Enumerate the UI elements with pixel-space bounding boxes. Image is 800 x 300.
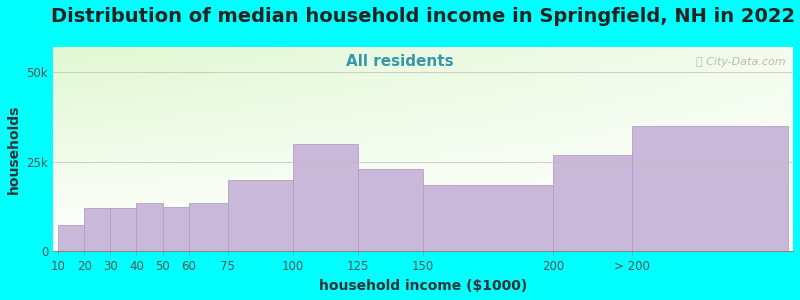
Bar [631, 126, 788, 251]
Y-axis label: households: households [7, 104, 21, 194]
Text: All residents: All residents [346, 54, 454, 69]
Bar [423, 185, 554, 251]
Bar [228, 180, 293, 251]
Bar [137, 203, 162, 251]
Bar [84, 208, 110, 251]
Bar [58, 225, 84, 251]
Title: Distribution of median household income in Springfield, NH in 2022: Distribution of median household income … [51, 7, 795, 26]
X-axis label: household income ($1000): household income ($1000) [319, 279, 527, 293]
Bar [293, 144, 358, 251]
Text: ⓘ City-Data.com: ⓘ City-Data.com [696, 57, 786, 67]
Bar [189, 203, 228, 251]
Bar [554, 154, 631, 251]
Bar [358, 169, 423, 251]
Bar [110, 208, 137, 251]
Bar [162, 207, 189, 251]
